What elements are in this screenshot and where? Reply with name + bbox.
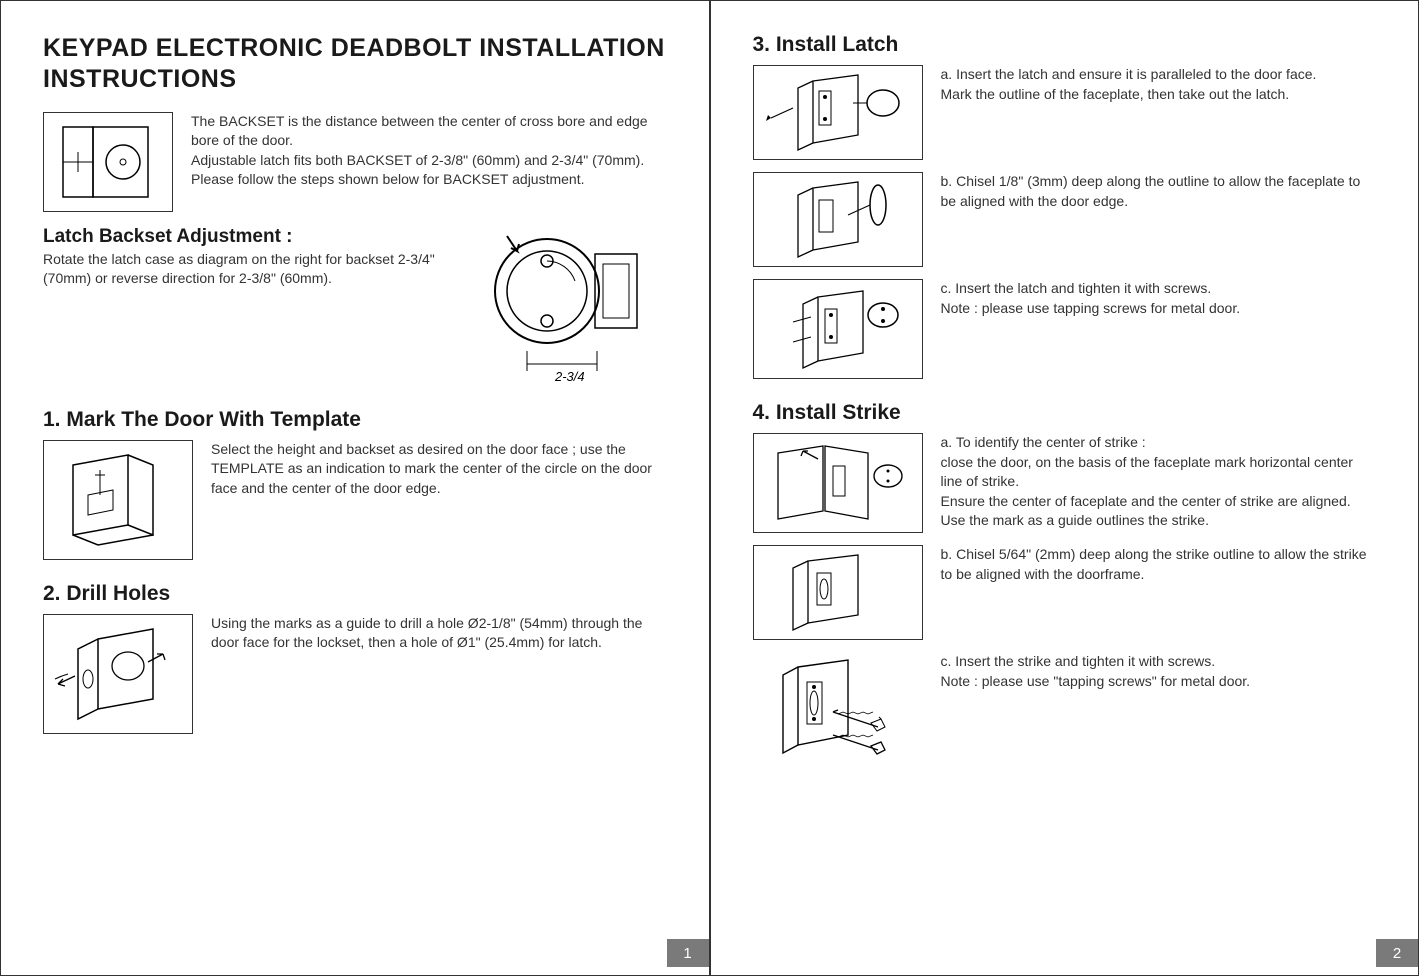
page-number-1: 1: [667, 939, 709, 967]
s4a-text: a. To identify the center of strike : cl…: [941, 433, 1377, 531]
insert-latch-diagram-icon: [753, 65, 923, 160]
label-b: b.: [941, 173, 953, 189]
step3-heading: 3. Install Latch: [753, 33, 1377, 57]
s3a-text: a. Insert the latch and ensure it is par…: [941, 65, 1377, 104]
s3a-row: a. Insert the latch and ensure it is par…: [753, 65, 1377, 160]
identify-strike-diagram-icon: [753, 433, 923, 533]
s4b-text: b. Chisel 5/64" (2mm) deep along the str…: [941, 545, 1377, 584]
backset-text-block: Latch Backset Adjustment : Rotate the la…: [43, 226, 459, 289]
page-2: 3. Install Latch a. Insert the latch and…: [710, 0, 1419, 976]
intro-text: The BACKSET is the distance between the …: [191, 112, 667, 190]
step2-text: Using the marks as a guide to drill a ho…: [211, 614, 667, 653]
s3c-row: c. Insert the latch and tighten it with …: [753, 279, 1377, 379]
step2-row: Using the marks as a guide to drill a ho…: [43, 614, 667, 734]
intro-row: The BACKSET is the distance between the …: [43, 112, 667, 212]
label-a2: a.: [941, 434, 953, 450]
tighten-strike-diagram-icon: [753, 652, 923, 772]
label-b2: b.: [941, 546, 953, 562]
tighten-latch-diagram-icon: [753, 279, 923, 379]
s3b-text: b. Chisel 1/8" (3mm) deep along the outl…: [941, 172, 1377, 211]
s3c-text: c. Insert the latch and tighten it with …: [941, 279, 1377, 318]
backset-text: Rotate the latch case as diagram on the …: [43, 250, 459, 289]
label-a: a.: [941, 66, 953, 82]
label-c: c.: [941, 280, 952, 296]
s4b-row: b. Chisel 5/64" (2mm) deep along the str…: [753, 545, 1377, 640]
label-c2: c.: [941, 653, 952, 669]
main-title: KEYPAD ELECTRONIC DEADBOLT INSTALLATION …: [43, 33, 667, 96]
step1-row: Select the height and backset as desired…: [43, 440, 667, 560]
page-number-2: 2: [1376, 939, 1418, 967]
step1-text: Select the height and backset as desired…: [211, 440, 667, 499]
s4a-row: a. To identify the center of strike : cl…: [753, 433, 1377, 533]
s4c-text: c. Insert the strike and tighten it with…: [941, 652, 1377, 691]
step4-heading: 4. Install Strike: [753, 401, 1377, 425]
chisel-strike-diagram-icon: [753, 545, 923, 640]
mark-template-diagram-icon: [43, 440, 193, 560]
intro-text-block: The BACKSET is the distance between the …: [191, 112, 667, 212]
s3b-row: b. Chisel 1/8" (3mm) deep along the outl…: [753, 172, 1377, 267]
backset-dim-label: 2-3/4: [554, 369, 585, 384]
latch-rotate-diagram-icon: 2-3/4: [477, 226, 667, 386]
backset-row: Latch Backset Adjustment : Rotate the la…: [43, 226, 667, 386]
s4c-row: c. Insert the strike and tighten it with…: [753, 652, 1377, 772]
drill-holes-diagram-icon: [43, 614, 193, 734]
door-backset-diagram-icon: [43, 112, 173, 212]
backset-heading: Latch Backset Adjustment :: [43, 226, 459, 248]
step1-heading: 1. Mark The Door With Template: [43, 408, 667, 432]
step2-heading: 2. Drill Holes: [43, 582, 667, 606]
chisel-latch-diagram-icon: [753, 172, 923, 267]
page-1: KEYPAD ELECTRONIC DEADBOLT INSTALLATION …: [0, 0, 710, 976]
